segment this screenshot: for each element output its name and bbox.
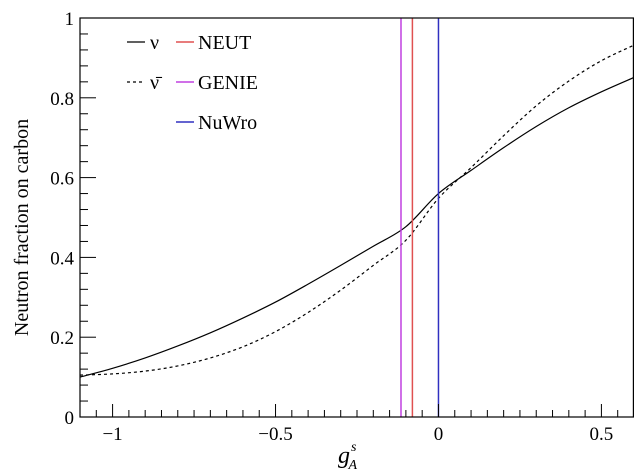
y-tick-label: 0	[65, 408, 75, 429]
series-line-1	[79, 44, 634, 376]
y-tick-label: 0.4	[50, 248, 74, 269]
x-axis: −1 −0.5 0 0.5	[95, 404, 619, 445]
y-tick-label: 1	[65, 9, 75, 30]
legend: ν ν̄ NEUT GENIE NuWro	[127, 32, 258, 134]
y-tick-label: 0.2	[50, 328, 74, 349]
y-tick-label: 0.6	[50, 169, 74, 190]
legend-genie-label: GENIE	[198, 72, 258, 94]
x-axis-title-main: g	[338, 443, 350, 469]
y-axis-title: Neutron fraction on carbon	[11, 119, 33, 336]
legend-nubar-label: ν̄	[150, 72, 163, 94]
x-tick-label: −1	[102, 424, 122, 445]
x-tick-label: −0.5	[258, 424, 292, 445]
plot-frame	[79, 17, 634, 418]
series-line-0	[79, 76, 634, 378]
x-tick-label: 0.5	[590, 424, 614, 445]
y-tick-label: 0.8	[50, 89, 74, 110]
legend-nuwro-label: NuWro	[198, 112, 257, 134]
vertical-lines	[400, 18, 440, 417]
legend-nu-label: ν	[150, 32, 159, 54]
y-axis: 0 0.2 0.4 0.6 0.8 1	[50, 9, 96, 429]
x-axis-title: gs A	[338, 440, 357, 472]
x-axis-title-superscript: s	[351, 440, 357, 455]
x-axis-title-subscript: A	[347, 458, 357, 472]
legend-neut-label: NEUT	[198, 32, 251, 54]
x-tick-label: 0	[434, 424, 444, 445]
plot-lines	[79, 44, 634, 378]
